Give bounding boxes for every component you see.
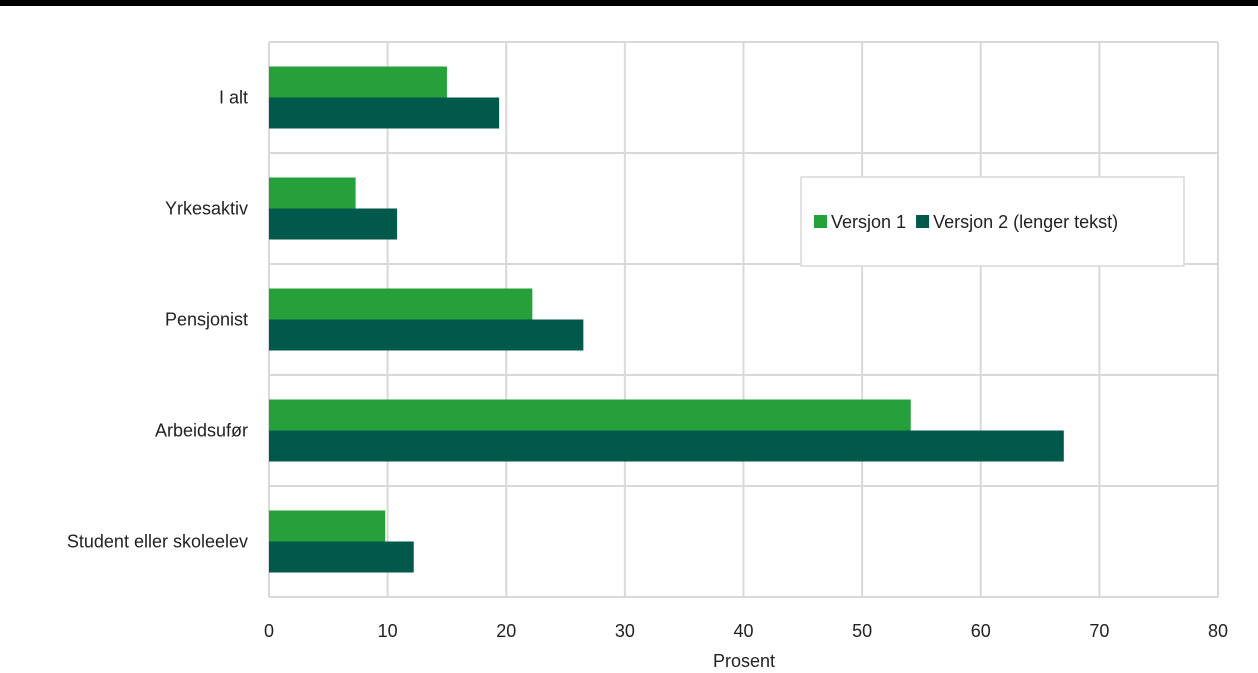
category-label: I alt: [219, 88, 248, 108]
bar-2-1: [269, 208, 398, 240]
bar-1-0: [269, 66, 447, 98]
x-axis-title: Prosent: [713, 651, 775, 671]
bar-1-3: [269, 399, 911, 431]
category-label: Yrkesaktiv: [165, 199, 248, 219]
legend-swatch-2: [916, 215, 930, 228]
bar-2-4: [269, 541, 414, 573]
category-label: Arbeidsufør: [155, 421, 248, 441]
x-tick-label: 80: [1208, 621, 1228, 641]
x-tick-label: 70: [1089, 621, 1109, 641]
x-tick-label: 30: [615, 621, 635, 641]
bar-1-2: [269, 288, 533, 320]
bar-1-1: [269, 177, 356, 209]
legend-swatch-1: [814, 215, 827, 228]
category-label: Student eller skoleelev: [67, 532, 248, 552]
bars: [269, 66, 1064, 573]
x-tick-label: 0: [264, 621, 274, 641]
legend: Versjon 1 Versjon 2 (lenger tekst): [800, 176, 1185, 267]
legend-label-1: Versjon 1: [831, 212, 906, 232]
legend-box: [800, 176, 1185, 267]
x-tick-label: 20: [496, 621, 516, 641]
legend-label-2: Versjon 2 (lenger tekst): [933, 212, 1118, 232]
x-axis-ticks: 0 10 20 30 40 50 60 70 80: [264, 621, 1228, 641]
bar-2-0: [269, 97, 500, 129]
x-tick-label: 60: [971, 621, 991, 641]
x-tick-label: 10: [378, 621, 398, 641]
top-border: [0, 0, 1258, 6]
x-tick-label: 40: [733, 621, 753, 641]
bar-2-2: [269, 319, 584, 351]
category-label: Pensjonist: [165, 310, 248, 330]
y-axis-categories: I alt Yrkesaktiv Pensjonist Arbeidsufør Stud…: [67, 88, 248, 552]
grid-lines: [268, 41, 1219, 598]
x-tick-label: 50: [852, 621, 872, 641]
bar-1-4: [269, 510, 386, 542]
bar-2-3: [269, 430, 1064, 462]
